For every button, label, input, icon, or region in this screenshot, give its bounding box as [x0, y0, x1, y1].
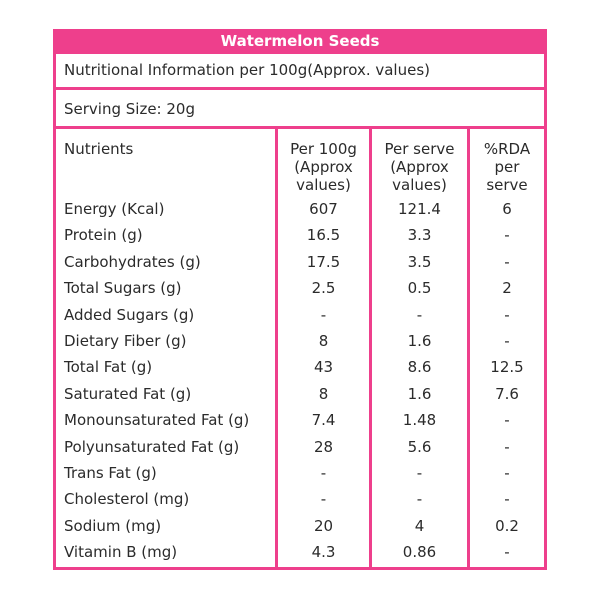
- table-row: Total Sugars (g) 2.5 0.5 2: [56, 275, 544, 301]
- product-title: Watermelon Seeds: [56, 29, 544, 54]
- column-divider-1: [275, 129, 278, 567]
- nutrient-name: Monounsaturated Fat (g): [64, 411, 250, 430]
- value-rda: -: [504, 226, 510, 245]
- table-row: Added Sugars (g) - - -: [56, 302, 544, 328]
- table-row: Energy (Kcal) 607 121.4 6: [56, 196, 544, 222]
- header-nutrients: Nutrients: [64, 140, 134, 158]
- nutrient-name: Carbohydrates (g): [64, 252, 201, 271]
- value-per-serve: -: [416, 490, 423, 509]
- nutrient-name: Trans Fat (g): [64, 464, 157, 482]
- divider-subtitle: [56, 87, 544, 90]
- value-per-serve: 1.48: [402, 411, 437, 430]
- divider-serving: [56, 126, 544, 129]
- nutrient-name: Energy (Kcal): [64, 200, 165, 218]
- nutrition-label: Watermelon Seeds Nutritional Information…: [53, 29, 547, 570]
- value-rda: 6: [502, 200, 512, 218]
- nutrient-name: Total Fat (g): [64, 358, 153, 377]
- table-row: Saturated Fat (g) 8 1.6 7.6: [56, 381, 544, 407]
- value-rda: 2: [502, 279, 512, 298]
- value-per-serve: 4: [414, 516, 425, 535]
- nutrient-name: Added Sugars (g): [64, 305, 195, 324]
- value-rda: -: [504, 437, 510, 456]
- table-row: Dietary Fiber (g) 8 1.6 -: [56, 328, 544, 354]
- value-per-100g: 20: [313, 516, 334, 535]
- value-per-serve: -: [416, 305, 423, 324]
- value-rda: -: [504, 490, 510, 509]
- value-per-serve: 1.6: [407, 384, 432, 403]
- header-per-100g: Per 100g (Approx values): [290, 140, 357, 194]
- value-rda: -: [504, 252, 510, 271]
- value-rda: 12.5: [490, 358, 524, 377]
- value-per-100g: -: [320, 305, 327, 324]
- header-per-serve: Per serve (Approx values): [384, 140, 455, 194]
- table-row: Sodium (mg) 20 4 0.2: [56, 513, 544, 539]
- value-per-serve: 0.86: [402, 543, 437, 562]
- column-divider-3: [467, 129, 470, 567]
- table-row: Protein (g) 16.5 3.3 -: [56, 222, 544, 248]
- header-rda: %RDA per serve: [483, 140, 531, 194]
- value-per-100g: 28: [313, 437, 334, 456]
- value-per-serve: 3.5: [407, 252, 432, 271]
- value-per-serve: 8.6: [407, 358, 432, 377]
- value-per-100g: -: [320, 490, 327, 509]
- table-row: Total Fat (g) 43 8.6 12.5: [56, 354, 544, 380]
- nutrient-name: Sodium (mg): [64, 516, 162, 535]
- value-rda: 7.6: [495, 384, 519, 403]
- value-per-serve: 3.3: [407, 226, 432, 245]
- table-row: Polyunsaturated Fat (g) 28 5.6 -: [56, 434, 544, 460]
- value-per-100g: 4.3: [311, 543, 336, 562]
- value-per-100g: 7.4: [311, 411, 336, 430]
- value-per-100g: 43: [313, 358, 334, 377]
- column-divider-2: [369, 129, 372, 567]
- value-per-100g: 607: [309, 200, 338, 218]
- value-per-100g: 8: [318, 332, 329, 350]
- table-row: Monounsaturated Fat (g) 7.4 1.48 -: [56, 407, 544, 433]
- value-per-100g: 16.5: [306, 226, 341, 245]
- nutrient-name: Saturated Fat (g): [64, 384, 192, 403]
- value-per-serve: 5.6: [407, 437, 432, 456]
- nutrient-name: Polyunsaturated Fat (g): [64, 437, 240, 456]
- nutrition-subtitle: Nutritional Information per 100g(Approx.…: [64, 61, 430, 79]
- value-rda: -: [504, 332, 510, 350]
- nutrient-name: Total Sugars (g): [64, 279, 182, 298]
- value-rda: -: [504, 411, 510, 430]
- value-per-serve: 121.4: [398, 200, 441, 218]
- value-per-100g: 8: [318, 384, 329, 403]
- nutrient-name: Vitamin B (mg): [64, 543, 178, 562]
- value-per-100g: 17.5: [306, 252, 341, 271]
- serving-size: Serving Size: 20g: [64, 100, 195, 118]
- table-row: Trans Fat (g) - - -: [56, 460, 544, 486]
- table-row: Vitamin B (mg) 4.3 0.86 -: [56, 539, 544, 565]
- table-row: Cholesterol (mg) - - -: [56, 486, 544, 512]
- value-per-100g: 2.5: [311, 279, 336, 298]
- value-rda: -: [504, 305, 510, 324]
- nutrient-name: Cholesterol (mg): [64, 490, 190, 509]
- nutrient-name: Dietary Fiber (g): [64, 332, 187, 350]
- value-rda: -: [504, 543, 510, 562]
- value-per-serve: 0.5: [407, 279, 432, 298]
- table-row: Carbohydrates (g) 17.5 3.5 -: [56, 249, 544, 275]
- value-per-serve: 1.6: [407, 332, 432, 350]
- nutrient-name: Protein (g): [64, 226, 143, 245]
- value-rda: -: [504, 464, 510, 482]
- value-per-serve: -: [416, 464, 423, 482]
- value-per-100g: -: [320, 464, 327, 482]
- value-rda: 0.2: [495, 516, 519, 535]
